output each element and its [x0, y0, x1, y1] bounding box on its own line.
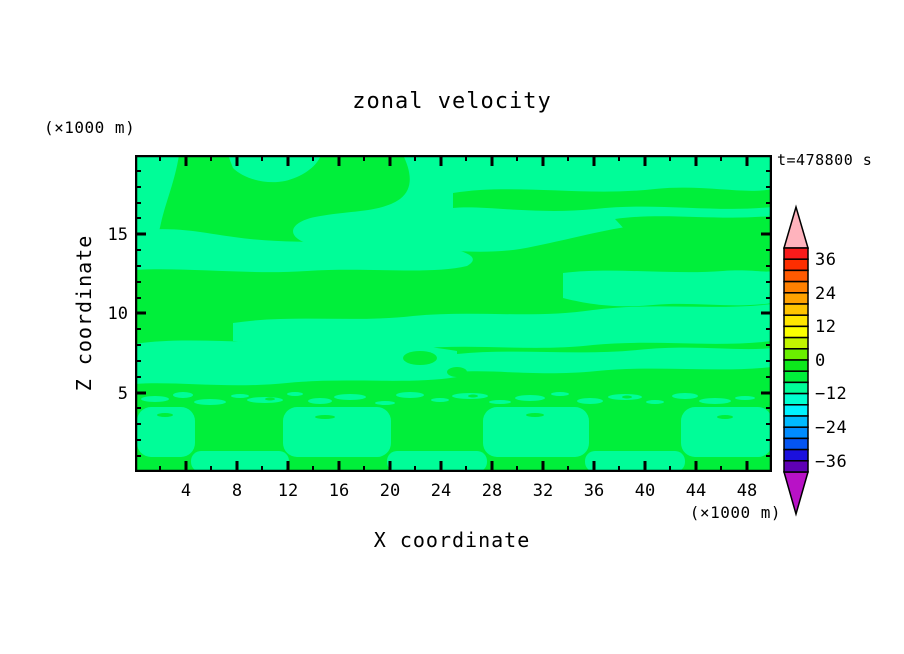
colorbar-tick-label: −36 [815, 452, 848, 472]
x-tick-label: 4 [180, 481, 192, 501]
x-tick-label: 48 [736, 481, 758, 501]
contour-islands [157, 187, 772, 419]
y-tick-label: 15 [107, 225, 128, 245]
contour-plot [135, 155, 772, 472]
colorbar-top-arrow [782, 204, 810, 249]
colorbar-bottom-arrow [783, 471, 809, 517]
colorbar-tick-label: 0 [815, 351, 826, 371]
x-tick-label: 36 [583, 481, 605, 501]
x-tick-label: 32 [532, 481, 554, 501]
y-tick-label: 10 [107, 304, 128, 324]
time-annotation: t=478800 s [777, 151, 873, 169]
colorbar-tick-label: −24 [815, 418, 848, 438]
colorbar [782, 204, 810, 517]
chart-title: zonal velocity [352, 89, 552, 114]
colorbar-tick-label: 24 [815, 284, 837, 304]
x-tick-label: 8 [231, 481, 243, 501]
x-axis-unit-label: (×1000 m) [689, 503, 781, 522]
colorbar-tick-label: 12 [815, 317, 837, 337]
x-tick-label: 44 [685, 481, 707, 501]
plot-frame-and-ticks [135, 155, 772, 472]
y-tick-label: 5 [117, 384, 128, 404]
x-tick-label: 40 [634, 481, 656, 501]
colorbar-tick-label: 36 [815, 250, 837, 270]
colorbar-segments [783, 247, 809, 473]
x-tick-label: 16 [328, 481, 350, 501]
y-axis-unit-label: (×1000 m) [44, 118, 136, 137]
x-tick-label: 20 [379, 481, 401, 501]
x-tick-label: 12 [277, 481, 299, 501]
colorbar-tick-label: −12 [815, 384, 848, 404]
x-axis-title: X coordinate [373, 528, 531, 552]
x-tick-label: 28 [481, 481, 503, 501]
x-tick-label: 24 [430, 481, 452, 501]
